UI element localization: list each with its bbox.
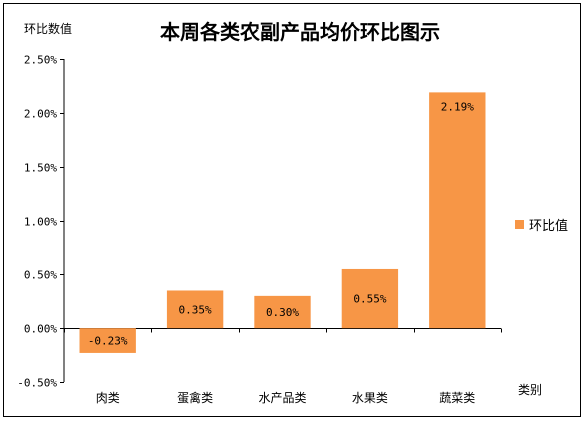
legend-swatch [515, 220, 524, 229]
y-tick-label: 0.00% [24, 323, 57, 336]
bar [429, 92, 486, 329]
category-label: 肉类 [96, 391, 120, 405]
bar [341, 268, 399, 329]
y-tick-label: 1.50% [24, 162, 57, 175]
x-axis-label: 类别 [518, 383, 543, 397]
y-tick-label: 2.00% [24, 108, 57, 121]
data-label: 0.35% [179, 303, 212, 316]
legend-label: 环比值 [529, 219, 569, 234]
y-tick-label: 1.00% [24, 216, 57, 229]
legend: 环比值 [515, 215, 568, 234]
y-tick-label: 2.50% [24, 54, 57, 67]
chart-frame [3, 3, 581, 417]
y-axis-label: 环比数值 [24, 22, 73, 36]
y-tick-label: -0.50% [17, 377, 57, 390]
bar [254, 295, 311, 329]
category-label: 蔬菜类 [439, 391, 475, 405]
data-label: -0.23% [88, 335, 128, 348]
bar [79, 328, 136, 353]
data-label: 0.55% [353, 293, 386, 306]
data-label: 0.30% [266, 306, 299, 319]
chart-title: 本周各类农副产品均价环比图示 [160, 20, 440, 44]
category-label: 蛋禽类 [177, 390, 213, 405]
y-tick-label: 0.50% [24, 269, 57, 282]
bar [166, 290, 224, 329]
data-label: 2.19% [441, 100, 474, 113]
category-label: 水果类 [352, 391, 388, 405]
category-label: 水产品类 [258, 391, 306, 405]
